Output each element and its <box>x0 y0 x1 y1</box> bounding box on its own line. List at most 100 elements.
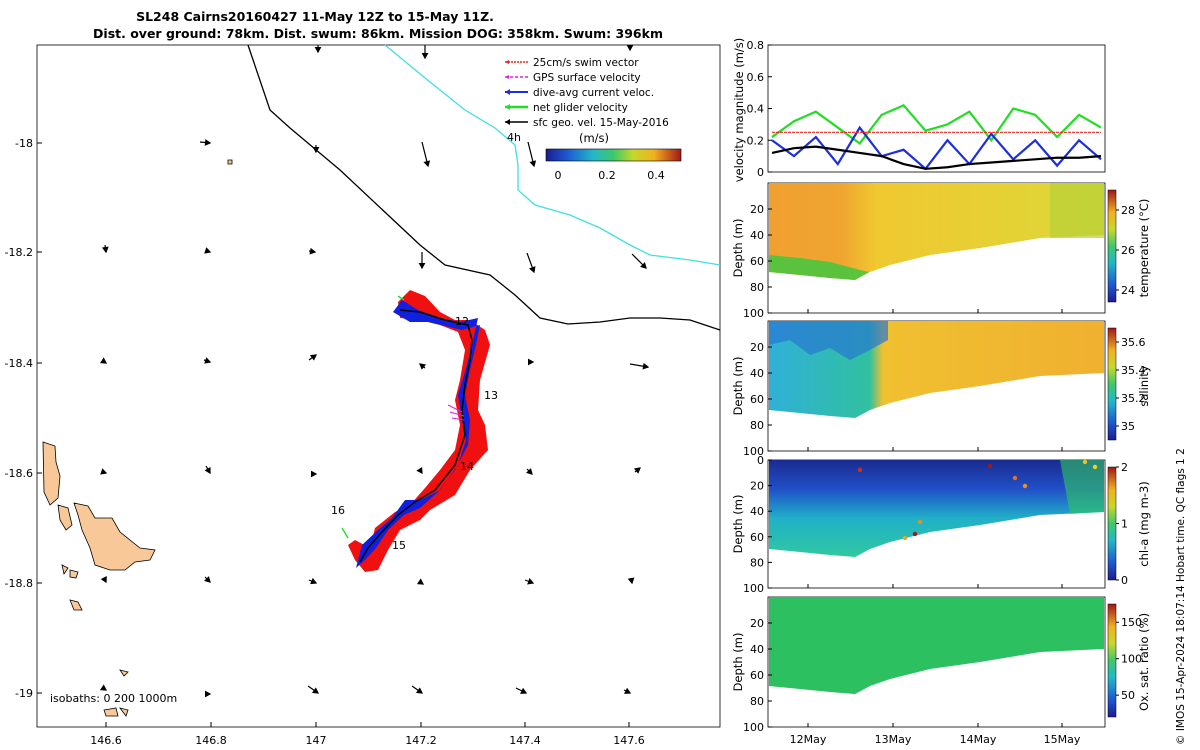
colorbar-tick-label: 150 <box>1121 616 1142 629</box>
geo-arrow-head <box>205 690 212 698</box>
map-panel: 146.6 146.8 147 147.2 147.4 147.6 -18 -18.2 -18.… <box>5 44 721 747</box>
legend-item-current: dive-avg current veloc. <box>505 87 654 99</box>
depth-ylabel: Depth (m) <box>731 357 745 416</box>
depth-tick-label: 60 <box>750 531 764 544</box>
depth-tick-label: 80 <box>750 556 764 569</box>
time-scale-label: 4h <box>507 131 521 144</box>
geo-arrow-head <box>529 266 536 274</box>
legend-item-gps: GPS surface velocity <box>505 72 641 84</box>
temperature-field <box>769 183 1104 280</box>
time-tick-label: 15May <box>1044 733 1081 746</box>
colorbar-unit: (m/s) <box>579 131 609 145</box>
legend-label-current: dive-avg current veloc. <box>533 87 654 99</box>
colorbar-tick-label: 50 <box>1121 689 1135 702</box>
salinity-colorbar <box>1107 327 1117 441</box>
chla-high-point <box>1092 464 1098 470</box>
chla-high-point <box>1012 475 1018 481</box>
lat-tick-label: -18.6 <box>5 467 33 480</box>
lat-tick-label: -18.4 <box>5 357 33 370</box>
lon-tick-label: 146.8 <box>195 734 227 747</box>
velocity-series-line <box>771 103 1102 145</box>
profile-panels: 0 0.2 0.4 0.6 0.8 velocity magnitude (m/s) t… <box>731 38 1151 746</box>
colorbar-tick-label: 2 <box>1121 461 1128 474</box>
geo-arrow-head <box>204 357 212 364</box>
colorbar-tick-0: 0 <box>555 169 562 182</box>
map-colorbar <box>545 148 682 162</box>
depth-tick-label: 60 <box>750 255 764 268</box>
glider-track <box>341 290 490 572</box>
lon-tick-label: 147.2 <box>405 734 437 747</box>
day-label-12: 12 <box>455 315 469 328</box>
geo-arrow-head <box>100 576 107 584</box>
net-glider-vectors <box>341 295 405 539</box>
geo-arrow-head <box>312 147 320 154</box>
legend-label-gps: GPS surface velocity <box>533 72 641 84</box>
temperature-panel: temperature (°C) <box>767 182 1151 314</box>
depth-tick-label: 40 <box>750 505 764 518</box>
chla-clabel: chl-a (mg m-3) <box>1137 481 1151 566</box>
depth-ylabel: Depth (m) <box>731 219 745 278</box>
geo-arrow-head <box>204 139 212 146</box>
depth-tick-label: 0 <box>757 454 764 467</box>
lon-tick-label: 147 <box>306 734 327 747</box>
velocity-series-line <box>771 125 1102 171</box>
legend-item-geo: sfc geo. vel. 15-May-2016 <box>505 117 669 129</box>
colorbar-tick-label: 35.2 <box>1121 392 1146 405</box>
swim-vector-fill <box>348 290 490 572</box>
geo-arrow-head <box>529 160 537 168</box>
geo-arrow-head <box>314 47 322 54</box>
geo-arrow-head <box>640 262 647 269</box>
geo-arrow-head <box>204 576 211 583</box>
depth-tick-label: 20 <box>750 617 764 630</box>
day-label-16: 16 <box>331 504 345 517</box>
velocity-series <box>771 103 1102 171</box>
geo-arrow-head <box>100 468 108 475</box>
geo-arrow-head <box>642 362 650 370</box>
depth-tick-label: 20 <box>750 480 764 493</box>
gps-surface-vectors <box>447 404 465 421</box>
geo-arrow-head <box>309 247 317 255</box>
velocity-ytick-label: 0.6 <box>747 71 765 84</box>
velocity-panel: 0 0.2 0.4 0.6 0.8 velocity magnitude (m/s) <box>732 38 1106 183</box>
colorbar-tick-2: 0.4 <box>647 169 665 182</box>
geo-arrow-head <box>624 687 632 694</box>
lat-tick-label: -18.8 <box>5 577 33 590</box>
depth-tick-label: 60 <box>750 669 764 682</box>
velocity-ylabel: velocity magnitude (m/s) <box>732 38 746 183</box>
oxygen-colorbar <box>1107 603 1117 718</box>
temperature-deep-layer <box>769 255 869 280</box>
isobath-1000 <box>384 44 721 266</box>
legend-item-swim: 25cm/s swim vector <box>505 57 639 69</box>
chla-high-point <box>1022 483 1028 489</box>
lat-tick-label: -19 <box>15 687 33 700</box>
map-legend: 25cm/s swim vector GPS surface velocity … <box>505 57 682 182</box>
track-line <box>359 309 473 563</box>
depth-tick-label: 100 <box>743 721 764 734</box>
depth-tick-label: 20 <box>750 341 764 354</box>
chla-high-point <box>912 531 918 537</box>
geo-arrow-head <box>418 263 426 270</box>
geo-arrow-head <box>528 358 535 366</box>
lon-tick-label: 146.6 <box>90 734 122 747</box>
colorbar-tick-label: 35 <box>1121 420 1135 433</box>
oxygen-clabel: Ox. sat. ratio (%) <box>1137 613 1151 711</box>
map-ticks: 146.6 146.8 147 147.2 147.4 147.6 -18 -18.2 -18.… <box>5 137 645 747</box>
geo-arrow-head <box>526 468 533 475</box>
day-label-14: 14 <box>460 460 474 473</box>
chla-high-point <box>857 467 863 473</box>
colorbar-tick-label: 26 <box>1121 244 1135 257</box>
day-label-15: 15 <box>392 539 406 552</box>
velocity-ytick-label: 0 <box>757 166 764 179</box>
legend-item-net: net glider velocity <box>505 102 628 114</box>
geo-arrow-head <box>309 354 318 361</box>
map-axes <box>36 44 721 728</box>
depth-tick-label: 40 <box>750 367 764 380</box>
oxygen-panel: Ox. sat. ratio (%) <box>767 596 1151 728</box>
chla-colorbar <box>1107 466 1117 581</box>
legend-label-geo: sfc geo. vel. 15-May-2016 <box>533 117 669 129</box>
figure-title-line2: Dist. over ground: 78km. Dist. swum: 86k… <box>93 26 663 41</box>
depth-ylabel: Depth (m) <box>731 633 745 692</box>
geo-arrow-head <box>204 247 212 254</box>
chla-high-point <box>917 519 923 525</box>
depth-tick-label: 80 <box>750 695 764 708</box>
